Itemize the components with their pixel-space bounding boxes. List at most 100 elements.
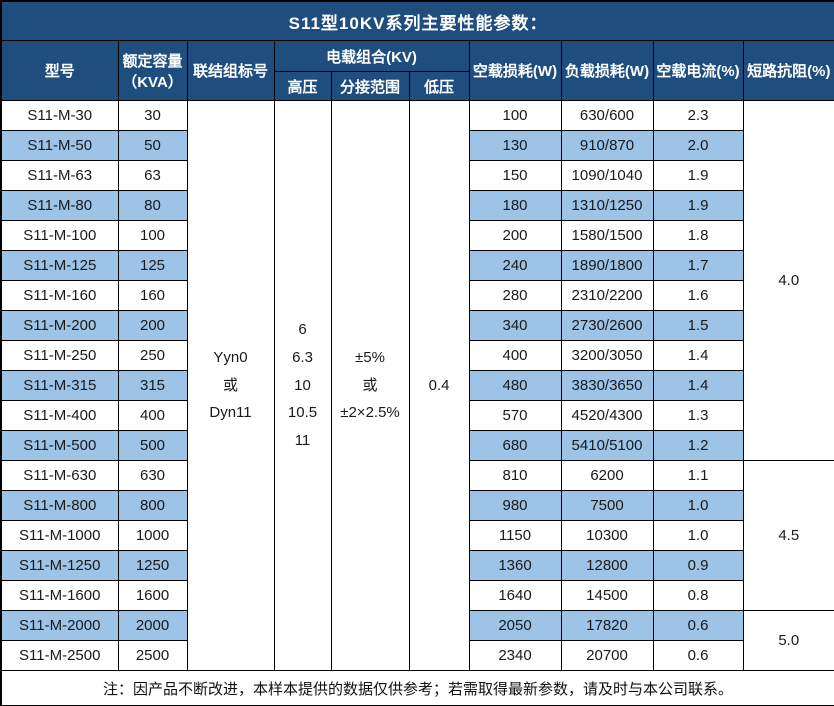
cell-no-load-current: 0.6: [652, 640, 744, 671]
footnote-text: 注：因产品不断改进，本样本提供的数据仅供参考；若需取得最新参数，请及时与本公司联…: [0, 670, 834, 706]
cell-no-load-loss: 180: [468, 190, 562, 221]
cell-capacity: 315: [117, 370, 188, 401]
table-row: S11-M-30 30 Yyn0 或 Dyn11 6 6.3 10 10.5 11 ±5% 或 ±2×2…: [0, 100, 834, 671]
col-header-voltage-combination: 电载组合(KV): [273, 40, 470, 72]
cell-no-load-current: 2.3: [652, 100, 744, 131]
cell-no-load-loss: 980: [468, 490, 562, 521]
cell-no-load-loss: 1360: [468, 550, 562, 581]
cell-no-load-current: 1.7: [652, 250, 744, 281]
cell-no-load-current: 1.2: [652, 430, 744, 461]
header-row-sub: 高压 分接范围 低压: [1, 71, 834, 101]
cell-no-load-loss: 810: [468, 460, 562, 491]
cell-load-loss: 2730/2600: [560, 310, 654, 341]
cell-capacity: 1250: [117, 550, 188, 581]
cell-no-load-loss: 200: [468, 220, 562, 251]
cell-capacity: 800: [117, 490, 188, 521]
table-row: S11-M-800 800 980 7500 1.0: [0, 490, 834, 521]
cell-model: S11-M-80: [0, 190, 119, 221]
cell-load-loss: 1090/1040: [560, 160, 654, 191]
cell-model: S11-M-200: [0, 310, 119, 341]
table-row: S11-M-500 500 680 5410/5100 1.2: [0, 430, 834, 461]
col-header-capacity-line2: （KVA）: [122, 73, 183, 91]
table-row: S11-M-630 630 810 6200 1.1 4.5: [0, 460, 834, 611]
cell-no-load-loss: 400: [468, 340, 562, 371]
table-row: S11-M-50 50 130 910/870 2.0: [0, 130, 834, 161]
footnote-row: 注：因产品不断改进，本样本提供的数据仅供参考；若需取得最新参数，请及时与本公司联…: [0, 670, 834, 706]
cell-no-load-loss: 2050: [468, 610, 562, 641]
cell-no-load-current: 0.6: [652, 610, 744, 641]
table-row: S11-M-315 315 480 3830/3650 1.4: [0, 370, 834, 401]
col-header-capacity: 额定容量 （KVA）: [117, 40, 188, 101]
cell-model: S11-M-100: [0, 220, 119, 251]
table-row: S11-M-2000 2000 2050 17820 0.6 5.0: [0, 610, 834, 671]
cell-model: S11-M-1250: [0, 550, 119, 581]
cell-load-loss: 17820: [560, 610, 654, 641]
col-header-no-load-current: 空载电流(%): [652, 40, 744, 101]
cell-load-loss: 2310/2200: [560, 280, 654, 311]
cell-model: S11-M-2500: [0, 640, 119, 671]
cell-no-load-loss: 130: [468, 130, 562, 161]
cell-model: S11-M-1000: [0, 520, 119, 551]
col-header-tap-range: 分接范围: [330, 71, 410, 101]
cell-no-load-loss: 680: [468, 430, 562, 461]
cell-load-loss: 4520/4300: [560, 400, 654, 431]
cell-capacity: 125: [117, 250, 188, 281]
page-title: S11型10KV系列主要性能参数：: [0, 0, 834, 41]
table-row: S11-M-2500 2500 2340 20700 0.6: [0, 640, 834, 671]
cell-model: S11-M-315: [0, 370, 119, 401]
table-row: S11-M-1600 1600 1640 14500 0.8: [0, 580, 834, 611]
col-header-low-voltage: 低压: [408, 71, 470, 101]
cell-capacity: 250: [117, 340, 188, 371]
cell-capacity: 2000: [117, 610, 188, 641]
cell-load-loss: 20700: [560, 640, 654, 671]
cell-load-loss: 1580/1500: [560, 220, 654, 251]
cell-model: S11-M-160: [0, 280, 119, 311]
table-row: S11-M-400 400 570 4520/4300 1.3: [0, 400, 834, 431]
table-row: S11-M-80 80 180 1310/1250 1.9: [0, 190, 834, 221]
cell-no-load-loss: 280: [468, 280, 562, 311]
cell-no-load-current: 1.0: [652, 520, 744, 551]
cell-load-loss: 6200: [560, 460, 654, 491]
cell-capacity: 1000: [117, 520, 188, 551]
cell-model: S11-M-1600: [0, 580, 119, 611]
cell-capacity: 80: [117, 190, 188, 221]
cell-no-load-current: 1.9: [652, 190, 744, 221]
cell-capacity: 630: [117, 460, 188, 491]
cell-no-load-loss: 100: [468, 100, 562, 131]
cell-capacity: 100: [117, 220, 188, 251]
cell-impedance: 4.5: [742, 460, 834, 611]
cell-capacity: 400: [117, 400, 188, 431]
cell-no-load-loss: 150: [468, 160, 562, 191]
table-row: S11-M-63 63 150 1090/1040 1.9: [0, 160, 834, 191]
cell-load-loss: 1890/1800: [560, 250, 654, 281]
cell-no-load-current: 0.8: [652, 580, 744, 611]
cell-no-load-current: 1.0: [652, 490, 744, 521]
cell-load-loss: 630/600: [560, 100, 654, 131]
cell-load-loss: 1310/1250: [560, 190, 654, 221]
col-header-load-loss: 负载损耗(W): [560, 40, 654, 101]
cell-capacity: 160: [117, 280, 188, 311]
cell-no-load-current: 1.5: [652, 310, 744, 341]
col-header-impedance: 短路抗阻(%): [742, 40, 834, 101]
cell-no-load-current: 1.4: [652, 370, 744, 401]
cell-tap-range: ±5% 或 ±2×2.5%: [330, 100, 410, 671]
cell-model: S11-M-63: [0, 160, 119, 191]
cell-load-loss: 3200/3050: [560, 340, 654, 371]
cell-no-load-loss: 2340: [468, 640, 562, 671]
cell-no-load-current: 1.8: [652, 220, 744, 251]
cell-no-load-current: 1.4: [652, 340, 744, 371]
cell-capacity: 30: [117, 100, 188, 131]
cell-capacity: 50: [117, 130, 188, 161]
col-header-capacity-line1: 额定容量: [122, 52, 183, 70]
cell-no-load-current: 2.0: [652, 130, 744, 161]
cell-model: S11-M-630: [0, 460, 119, 491]
col-header-model: 型号: [0, 40, 119, 101]
cell-model: S11-M-50: [0, 130, 119, 161]
cell-load-loss: 910/870: [560, 130, 654, 161]
cell-high-voltage: 6 6.3 10 10.5 11: [273, 100, 332, 671]
table-row: S11-M-125 125 240 1890/1800 1.7: [0, 250, 834, 281]
col-header-no-load-loss: 空载损耗(W): [468, 40, 562, 101]
cell-load-loss: 12800: [560, 550, 654, 581]
